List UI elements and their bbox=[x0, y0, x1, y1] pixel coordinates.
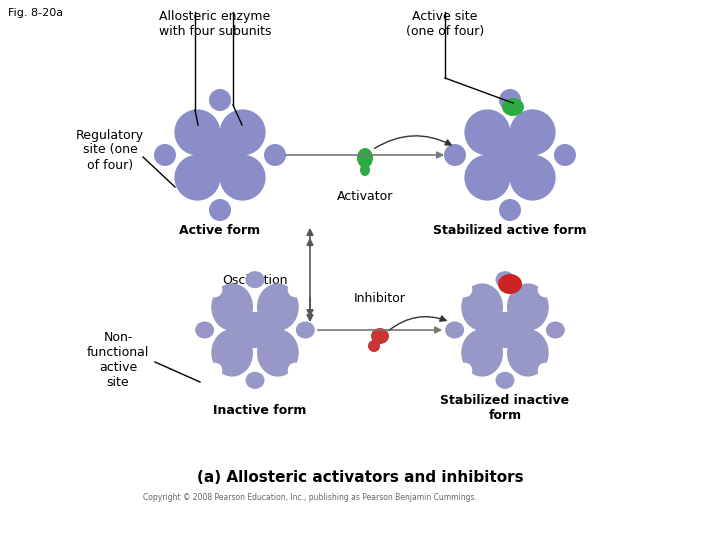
Ellipse shape bbox=[237, 312, 273, 348]
Ellipse shape bbox=[502, 98, 524, 116]
Ellipse shape bbox=[371, 328, 389, 344]
Ellipse shape bbox=[457, 363, 472, 378]
Ellipse shape bbox=[246, 271, 264, 288]
Ellipse shape bbox=[174, 154, 220, 201]
Ellipse shape bbox=[207, 363, 222, 378]
Ellipse shape bbox=[462, 329, 503, 376]
Ellipse shape bbox=[360, 164, 370, 176]
Ellipse shape bbox=[296, 321, 315, 339]
Text: Activator: Activator bbox=[337, 191, 393, 204]
Text: (a) Allosteric activators and inhibitors: (a) Allosteric activators and inhibitors bbox=[197, 470, 523, 485]
Ellipse shape bbox=[264, 144, 286, 166]
Text: Active site
(one of four): Active site (one of four) bbox=[406, 10, 484, 38]
Ellipse shape bbox=[510, 154, 556, 201]
Ellipse shape bbox=[538, 282, 553, 298]
Text: Stabilized active form: Stabilized active form bbox=[433, 224, 587, 237]
Ellipse shape bbox=[220, 154, 266, 201]
Ellipse shape bbox=[368, 340, 380, 352]
Text: Inactive form: Inactive form bbox=[213, 403, 307, 416]
Ellipse shape bbox=[464, 110, 510, 156]
Ellipse shape bbox=[201, 136, 239, 174]
Ellipse shape bbox=[457, 282, 472, 298]
Ellipse shape bbox=[495, 271, 515, 288]
Ellipse shape bbox=[487, 312, 523, 348]
Ellipse shape bbox=[462, 284, 503, 331]
Text: Inhibitor: Inhibitor bbox=[354, 292, 406, 305]
Ellipse shape bbox=[209, 199, 231, 221]
Ellipse shape bbox=[444, 144, 466, 166]
Ellipse shape bbox=[288, 363, 303, 378]
Ellipse shape bbox=[207, 282, 222, 298]
Ellipse shape bbox=[495, 372, 515, 389]
Ellipse shape bbox=[288, 282, 303, 298]
Ellipse shape bbox=[546, 321, 565, 339]
Text: Oscillation: Oscillation bbox=[222, 273, 288, 287]
Ellipse shape bbox=[357, 148, 373, 168]
Ellipse shape bbox=[257, 284, 299, 331]
Ellipse shape bbox=[195, 321, 214, 339]
Ellipse shape bbox=[498, 274, 522, 294]
Ellipse shape bbox=[211, 329, 253, 376]
Ellipse shape bbox=[554, 144, 576, 166]
Ellipse shape bbox=[507, 329, 549, 376]
Text: Copyright © 2008 Pearson Education, Inc., publishing as Pearson Benjamin Cumming: Copyright © 2008 Pearson Education, Inc.… bbox=[143, 494, 477, 503]
Ellipse shape bbox=[246, 372, 264, 389]
Text: Fig. 8-20a: Fig. 8-20a bbox=[8, 8, 63, 18]
Text: Active form: Active form bbox=[179, 224, 261, 237]
Ellipse shape bbox=[510, 110, 556, 156]
Text: Non-
functional
active
site: Non- functional active site bbox=[87, 331, 149, 389]
Text: Allosteric enzyme
with four subunits: Allosteric enzyme with four subunits bbox=[158, 10, 271, 38]
Ellipse shape bbox=[154, 144, 176, 166]
Ellipse shape bbox=[499, 89, 521, 111]
Ellipse shape bbox=[445, 321, 464, 339]
Text: Regulatory
site (one
of four): Regulatory site (one of four) bbox=[76, 129, 144, 172]
Ellipse shape bbox=[220, 110, 266, 156]
Text: Stabilized inactive
form: Stabilized inactive form bbox=[441, 394, 570, 422]
Ellipse shape bbox=[464, 154, 510, 201]
Ellipse shape bbox=[209, 89, 231, 111]
Ellipse shape bbox=[211, 284, 253, 331]
Ellipse shape bbox=[507, 284, 549, 331]
Ellipse shape bbox=[499, 199, 521, 221]
Ellipse shape bbox=[174, 110, 220, 156]
Ellipse shape bbox=[257, 329, 299, 376]
Ellipse shape bbox=[538, 363, 553, 378]
Ellipse shape bbox=[491, 136, 529, 174]
